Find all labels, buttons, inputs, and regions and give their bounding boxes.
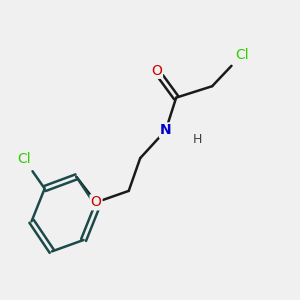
Text: O: O: [91, 195, 101, 209]
Text: O: O: [151, 64, 162, 78]
Text: H: H: [193, 133, 202, 146]
Text: N: N: [160, 123, 172, 137]
Text: Cl: Cl: [17, 152, 31, 166]
Text: Cl: Cl: [235, 48, 248, 62]
